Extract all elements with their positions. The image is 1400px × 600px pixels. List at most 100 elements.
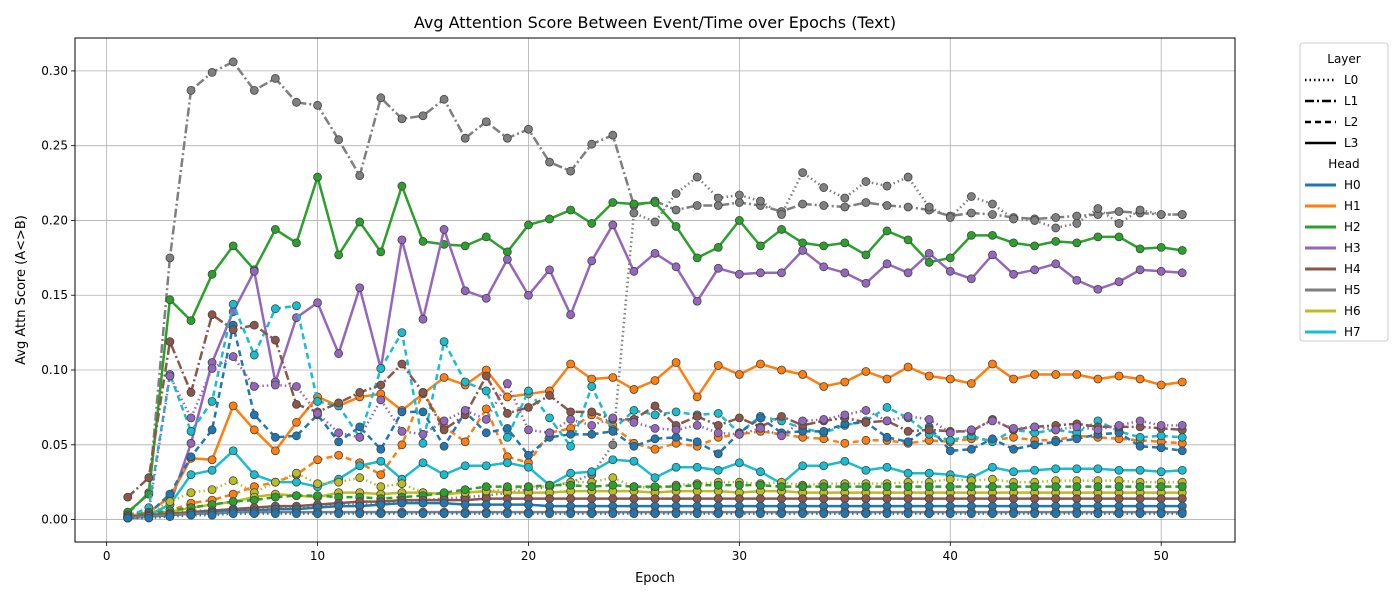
data-point-h0-l2	[376, 444, 386, 454]
data-point-h0-l2	[355, 422, 365, 432]
data-point-h0-l0	[1072, 509, 1082, 518]
data-point-h0-l2	[819, 426, 829, 436]
data-point-h5-l0	[1114, 219, 1124, 228]
data-point-h5-l0	[1135, 205, 1145, 215]
data-point-h5-l1	[228, 57, 238, 67]
data-point-h5-l0	[1093, 204, 1103, 213]
data-point-h1-l3	[207, 455, 217, 465]
data-point-h6-l0	[334, 477, 344, 487]
data-point-h0-l2	[334, 437, 344, 447]
data-point-h2-l3	[1135, 244, 1145, 254]
data-point-h7-l3	[1030, 465, 1040, 475]
data-point-h3-l0	[924, 414, 934, 424]
data-point-h3-l0	[1009, 423, 1018, 433]
data-point-h2-l3	[1114, 232, 1124, 242]
data-point-h3-l0	[798, 416, 808, 426]
data-point-h5-l1	[249, 85, 259, 95]
data-point-h2-l3	[713, 242, 723, 252]
data-point-h1-l2	[460, 437, 470, 447]
data-point-h6-l0	[292, 468, 301, 478]
data-point-h7-l2	[587, 382, 597, 391]
data-point-h3-l0	[945, 428, 955, 438]
data-point-h6-l0	[355, 473, 365, 483]
data-point-h2-l2	[439, 488, 449, 498]
data-point-h4-l1	[418, 388, 428, 397]
data-point-h2-l3	[1156, 242, 1166, 252]
data-point-h5-l1	[840, 202, 850, 212]
legend: Layer L0 L1 L2 L3 Head H0 H1 H2 H3 H4 H5 H6 H7	[1299, 42, 1389, 342]
data-point-h4-l1	[650, 401, 660, 411]
data-point-h3-l3	[545, 265, 554, 275]
data-point-h7-l3	[1135, 465, 1145, 475]
data-point-h3-l3	[777, 268, 786, 278]
data-point-h0-l2	[1072, 434, 1082, 444]
data-point-h2-l3	[671, 222, 681, 231]
legend-layer-title: Layer	[1327, 52, 1361, 66]
data-point-h0-l2	[292, 431, 301, 441]
data-point-h1-l3	[439, 373, 449, 382]
series-line-h5-l0	[127, 171, 1183, 515]
data-point-h0-l0	[313, 509, 322, 518]
data-point-h6-l0	[228, 476, 238, 486]
data-point-h4-l3	[692, 494, 702, 504]
data-point-h7-l3	[671, 462, 681, 472]
data-point-h3-l3	[566, 310, 576, 320]
data-point-h3-l0	[819, 414, 829, 424]
data-point-h7-l3	[418, 458, 428, 468]
data-point-h3-l3	[903, 268, 913, 278]
data-point-h7-l3	[840, 456, 850, 466]
data-point-h1-l3	[566, 359, 576, 369]
data-point-h7-l3	[355, 461, 365, 471]
data-point-h5-l0	[734, 190, 744, 200]
data-point-h7-l3	[502, 458, 512, 468]
data-point-h5-l1	[903, 202, 913, 212]
data-point-h2-l2	[313, 491, 322, 501]
data-point-h0-l0	[249, 509, 259, 518]
legend-layer-label-l1: L1	[1344, 94, 1358, 108]
data-point-h0-l0	[734, 509, 744, 518]
data-point-h0-l3	[460, 500, 470, 510]
data-point-h4-l3	[882, 494, 892, 504]
data-point-h0-l0	[186, 510, 196, 520]
data-point-h0-l0	[798, 509, 808, 518]
data-point-h0-l0	[840, 509, 850, 518]
data-point-h2-l3	[1030, 241, 1040, 251]
data-point-h7-l2	[313, 397, 322, 406]
data-point-h3-l3	[819, 262, 829, 272]
data-point-h1-l3	[270, 446, 280, 456]
data-point-h2-l2	[502, 482, 512, 492]
data-point-h1-l3	[1156, 380, 1166, 390]
data-point-h0-l0	[566, 509, 576, 518]
data-point-h1-l3	[1009, 374, 1018, 384]
data-point-h2-l2	[713, 480, 723, 490]
data-point-h5-l0	[629, 208, 639, 218]
data-point-h7-l3	[903, 468, 913, 478]
data-point-h3-l3	[1051, 259, 1061, 269]
data-point-h3-l0	[207, 364, 217, 373]
data-point-h5-l0	[650, 217, 660, 227]
data-point-h4-l1	[186, 388, 196, 397]
data-point-h5-l0	[861, 177, 871, 186]
legend-head-label-h2: H2	[1344, 220, 1361, 234]
data-point-h3-l3	[439, 225, 449, 234]
data-point-h5-l0	[756, 196, 765, 206]
data-point-h5-l1	[376, 93, 386, 103]
data-point-h1-l3	[945, 374, 955, 384]
data-point-h1-l2	[228, 489, 238, 499]
data-point-h5-l1	[798, 199, 808, 209]
data-point-h3-l0	[650, 423, 660, 433]
data-point-h2-l3	[1177, 245, 1187, 255]
data-point-h4-l3	[587, 494, 597, 504]
data-point-h0-l2	[1177, 446, 1187, 456]
data-point-h2-l3	[650, 198, 660, 207]
data-point-h4-l3	[608, 494, 618, 504]
data-point-h3-l0	[734, 429, 744, 439]
data-point-h7-l2	[249, 350, 259, 360]
data-point-h3-l0	[502, 379, 512, 388]
data-point-h4-l3	[819, 494, 829, 504]
data-point-h3-l3	[924, 248, 934, 258]
data-point-h4-l3	[1030, 494, 1040, 504]
data-point-h2-l2	[1114, 482, 1124, 492]
data-point-h4-l1	[566, 407, 576, 417]
legend-head-title: Head	[1328, 157, 1359, 171]
